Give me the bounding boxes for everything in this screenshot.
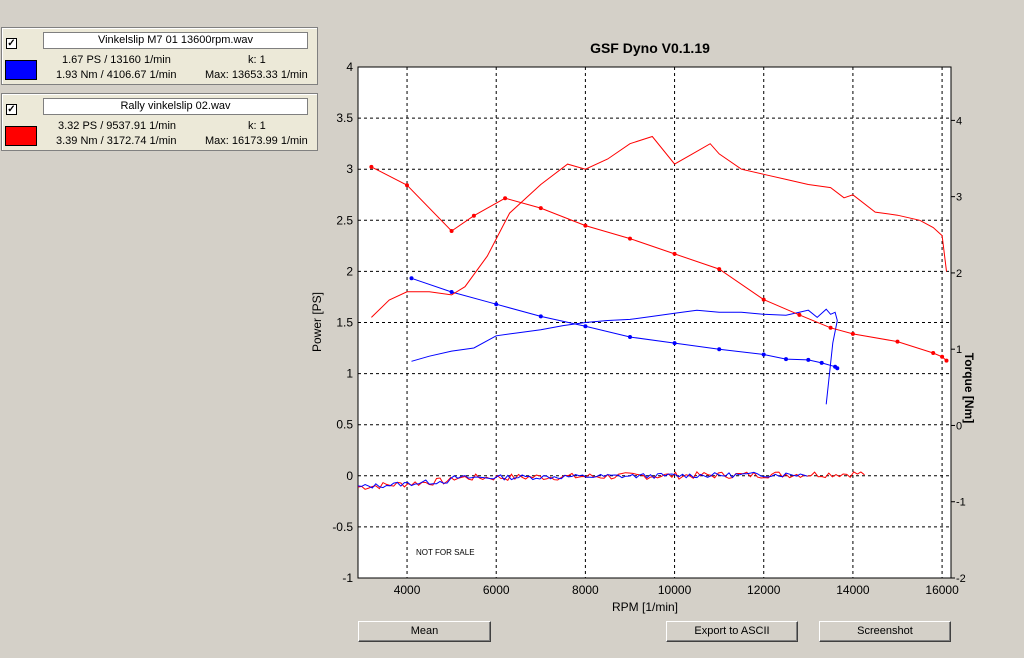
- data-point: [717, 267, 722, 272]
- data-point: [761, 297, 766, 302]
- y-tick-label: 3: [346, 162, 353, 176]
- data-point: [828, 325, 833, 330]
- y2-tick-label: 3: [956, 192, 962, 204]
- file-1-checkbox[interactable]: ✓: [6, 38, 17, 49]
- series-line-torque: [371, 166, 947, 361]
- file-1-name-field[interactable]: Vinkelslip M7 01 13600rpm.wav: [43, 32, 308, 49]
- y-tick-label: 1: [346, 367, 353, 381]
- y2-axis-label: Torque [Nm]: [962, 353, 976, 423]
- y-tick-label: 4: [346, 60, 353, 74]
- file-panel-2: ✓ Rally vinkelslip 02.wav 3.32 PS / 9537…: [1, 93, 318, 151]
- x-tick-label: 6000: [483, 583, 510, 597]
- y-tick-label: 3.5: [336, 111, 353, 125]
- y2-tick-label: -1: [956, 497, 966, 509]
- chart-title: GSF Dyno V0.1.19: [590, 40, 710, 56]
- data-point: [405, 183, 409, 188]
- x-tick-label: 4000: [394, 583, 421, 597]
- x-axis-label: RPM [1/min]: [612, 600, 678, 614]
- x-tick-label: 16000: [925, 583, 959, 597]
- ticks-layer: 4000 6000 8000 10000 12000 14000 16000 -1 -0.5 0 0…: [332, 60, 965, 597]
- y-tick-label: 1.5: [336, 316, 353, 330]
- y-tick-label: -0.5: [332, 520, 353, 534]
- data-point: [806, 357, 811, 362]
- export-ascii-button[interactable]: Export to ASCII: [666, 621, 798, 642]
- data-point: [471, 213, 476, 218]
- data-point: [944, 358, 949, 363]
- data-point: [538, 314, 543, 319]
- data-point: [672, 251, 677, 256]
- file-panel-1: ✓ Vinkelslip M7 01 13600rpm.wav 1.67 PS …: [1, 27, 318, 85]
- data-point: [895, 339, 900, 344]
- screenshot-button[interactable]: Screenshot: [819, 621, 951, 642]
- y-tick-label: 0.5: [336, 418, 353, 432]
- data-point: [449, 229, 454, 233]
- file-1-max-readout: Max: 13653.33 1/min: [205, 69, 308, 81]
- data-point: [409, 276, 414, 281]
- y2-tick-label: -2: [956, 573, 966, 585]
- data-point: [819, 360, 824, 365]
- data-point: [940, 354, 945, 359]
- data-point: [717, 347, 722, 352]
- baseline-trace: [357, 471, 808, 489]
- data-point: [449, 290, 454, 294]
- data-point: [583, 223, 588, 228]
- series-line-torque: [411, 277, 838, 369]
- y-axis-label: Power [PS]: [310, 292, 324, 352]
- data-point: [538, 206, 543, 211]
- data-point: [503, 196, 508, 201]
- baseline-trace: [357, 470, 865, 490]
- x-tick-label: 8000: [572, 583, 599, 597]
- file-2-power-readout: 3.32 PS / 9537.91 1/min: [58, 120, 177, 132]
- data-point: [761, 352, 766, 357]
- data-point: [833, 364, 838, 369]
- data-point: [784, 357, 788, 362]
- x-tick-label: 14000: [836, 583, 870, 597]
- file-2-k-label: k: 1: [248, 120, 266, 132]
- grid-lines: [358, 67, 951, 578]
- file-1-color-swatch[interactable]: [5, 60, 37, 80]
- y2-tick-label: 2: [956, 268, 962, 280]
- y-tick-label: 0: [346, 469, 353, 483]
- file-2-name-field[interactable]: Rally vinkelslip 02.wav: [43, 98, 308, 115]
- series-line-power: [371, 135, 947, 318]
- plot-area: [357, 66, 952, 579]
- data-point: [931, 351, 936, 355]
- series-layer: [357, 135, 949, 490]
- y2-tick-label: 4: [956, 115, 962, 127]
- y-tick-label: 2: [346, 264, 353, 278]
- series-line-power: [411, 308, 838, 405]
- data-point: [628, 335, 632, 339]
- file-1-torque-readout: 1.93 Nm / 4106.67 1/min: [56, 69, 177, 81]
- x-tick-label: 10000: [658, 583, 692, 597]
- file-2-torque-readout: 3.39 Nm / 3172.74 1/min: [56, 135, 177, 147]
- mean-button[interactable]: Mean: [358, 621, 491, 642]
- data-point: [494, 302, 499, 307]
- data-point: [583, 324, 588, 329]
- data-point: [369, 164, 374, 169]
- data-point: [835, 366, 840, 371]
- y-tick-label: 2.5: [336, 213, 353, 227]
- y2-tick-label: 1: [956, 344, 962, 356]
- file-1-k-label: k: 1: [248, 54, 266, 66]
- file-2-max-readout: Max: 16173.99 1/min: [205, 135, 308, 147]
- data-point: [797, 312, 802, 317]
- file-2-checkbox[interactable]: ✓: [6, 104, 17, 115]
- x-tick-label: 12000: [747, 583, 781, 597]
- data-point: [850, 331, 855, 336]
- file-2-color-swatch[interactable]: [5, 126, 37, 146]
- data-point: [628, 236, 632, 241]
- file-1-power-readout: 1.67 PS / 13160 1/min: [62, 54, 171, 66]
- data-point: [672, 341, 677, 346]
- y-tick-label: -1: [342, 571, 353, 585]
- watermark: NOT FOR SALE: [416, 548, 475, 557]
- y2-tick-label: 0: [956, 420, 962, 432]
